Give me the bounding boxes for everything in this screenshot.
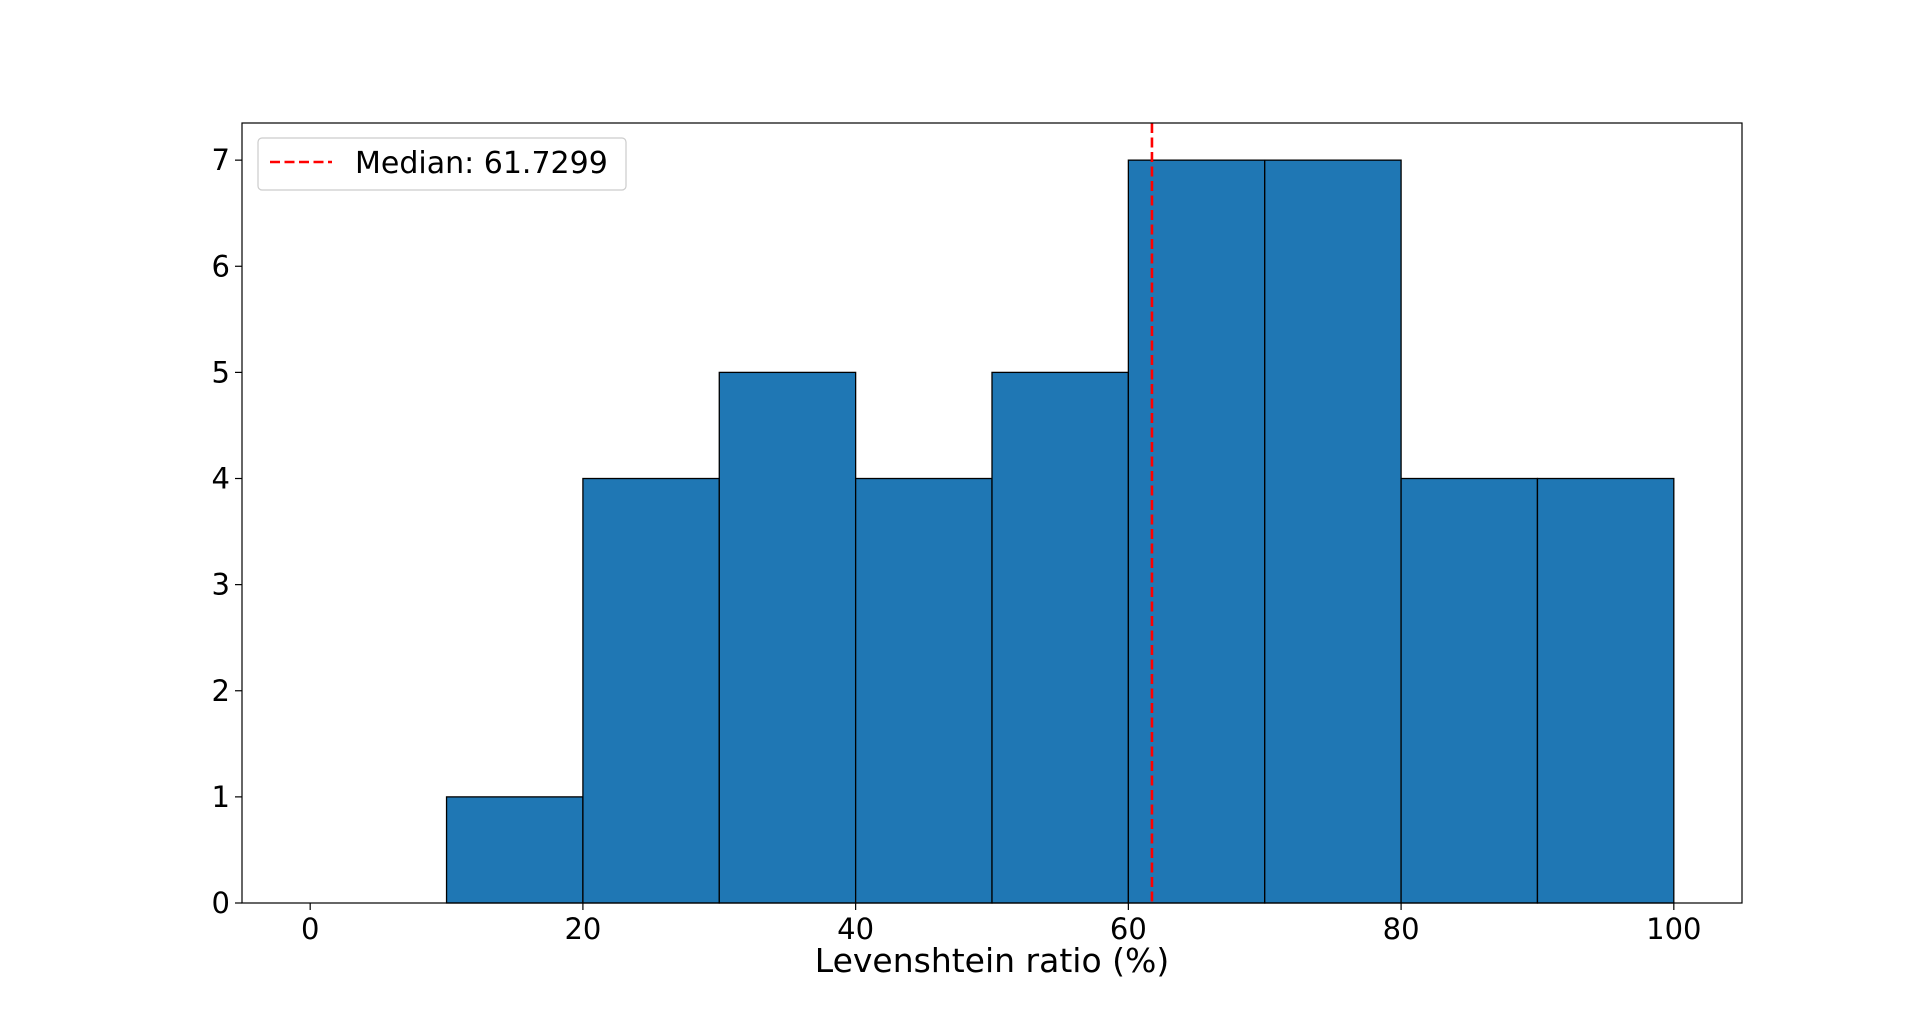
x-axis: 0 20 40 60 80 100	[301, 903, 1701, 946]
y-tick-label: 0	[212, 886, 230, 920]
y-tick-label: 5	[212, 355, 230, 389]
y-axis: 0 1 2 3 4 5 6 7	[212, 143, 242, 920]
y-tick-label: 3	[212, 568, 230, 602]
y-tick-label: 2	[212, 674, 230, 708]
bars-layer	[445, 159, 1675, 904]
histogram-bar	[718, 371, 857, 904]
histogram-bar	[1264, 159, 1402, 904]
y-tick-label: 4	[212, 462, 230, 496]
x-tick-label: 60	[1110, 912, 1147, 946]
legend-median-label: Median: 61.7299	[355, 146, 608, 181]
x-tick-label: 20	[564, 912, 601, 946]
y-tick-label: 7	[212, 143, 230, 177]
x-axis-label: Levenshtein ratio (%)	[815, 941, 1169, 980]
legend-box	[257, 137, 627, 191]
y-tick-label: 6	[212, 249, 230, 283]
histogram-bar	[1127, 159, 1266, 904]
x-tick-label: 40	[837, 912, 874, 946]
x-tick-label: 80	[1383, 912, 1420, 946]
plot-frame	[241, 122, 1743, 904]
x-tick-label: 100	[1646, 912, 1701, 946]
histogram-bar	[445, 796, 584, 904]
y-tick-label: 1	[212, 780, 230, 814]
histogram-bar	[1400, 477, 1539, 904]
legend: Median: 61.7299	[257, 137, 627, 191]
histogram-bar	[1536, 477, 1675, 904]
histogram-bar	[582, 477, 720, 904]
histogram-bar	[854, 477, 993, 904]
histogram-bar	[991, 371, 1130, 904]
x-tick-label: 0	[301, 912, 319, 946]
